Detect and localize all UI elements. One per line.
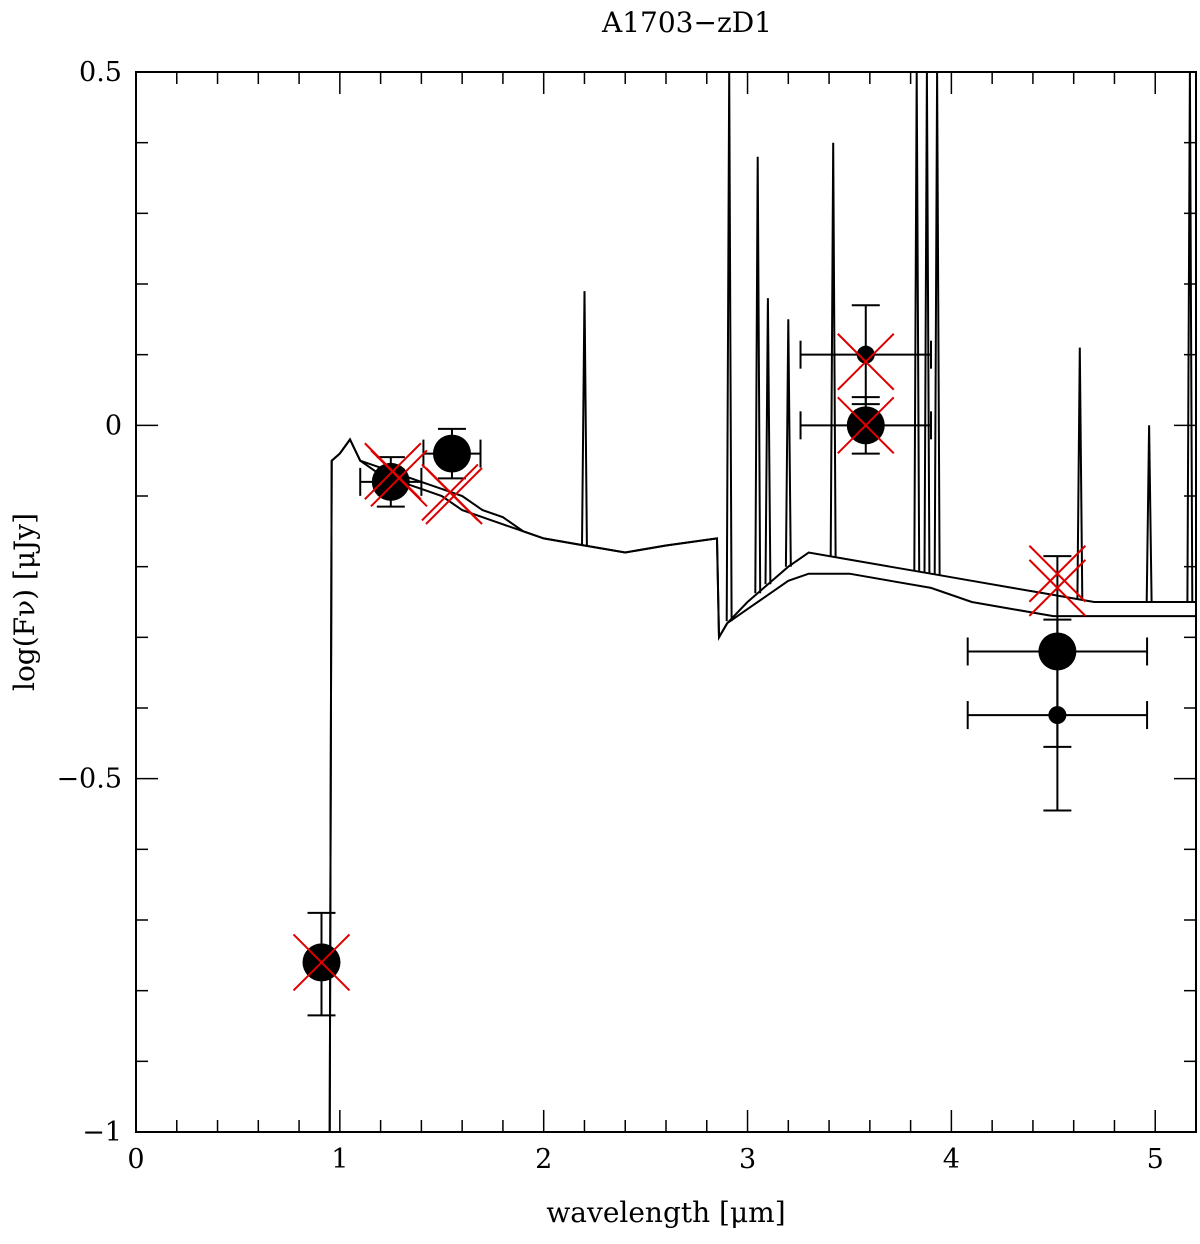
y-axis-label: log(Fν) [μJy] <box>8 513 41 691</box>
data-marker <box>1048 706 1067 725</box>
model-cross <box>1028 545 1087 603</box>
model-spectrum-line <box>328 437 1196 1132</box>
y-tick-label: 0 <box>105 410 122 441</box>
model-cross-stroke <box>1028 559 1087 617</box>
model-cross-stroke <box>837 333 895 391</box>
emission-line-spike <box>581 291 588 546</box>
y-tick-label: −0.5 <box>56 764 122 795</box>
model-cross <box>292 933 351 992</box>
spectrum-layer <box>328 72 1196 1132</box>
model-cross <box>837 396 895 455</box>
y-tick-label: 0.5 <box>79 57 122 88</box>
ticks-layer: 0 1 2 3 4 5 −1 −0.5 0 0.5 <box>56 57 1197 1175</box>
x-axis-label: wavelength [μm] <box>546 1196 785 1229</box>
emission-line-spike <box>1186 72 1194 603</box>
observed-point <box>359 456 423 508</box>
model-cross <box>425 467 483 525</box>
x-tick-label: 5 <box>1147 1144 1164 1175</box>
x-tick-label: 3 <box>739 1144 756 1175</box>
observed-point <box>422 427 482 480</box>
model-cross <box>1028 559 1087 617</box>
observed-point <box>799 304 932 406</box>
x-tick-label: 4 <box>943 1144 960 1175</box>
model-cross-stroke <box>292 933 351 992</box>
emission-line-spike <box>784 319 792 567</box>
model-cross-stroke <box>1028 545 1087 603</box>
chart-title: A1703−zD1 <box>601 6 772 39</box>
model-spectrum-line <box>328 437 1196 1132</box>
crosses-layer <box>292 333 1087 992</box>
emission-line-spike <box>725 72 733 622</box>
x-tick-label: 1 <box>331 1144 348 1175</box>
data-marker <box>856 345 875 364</box>
emission-line-spike <box>829 142 837 557</box>
model-cross-stroke <box>370 449 428 508</box>
y-tick-label: −1 <box>82 1117 122 1148</box>
x-tick-label: 0 <box>127 1144 144 1175</box>
data-marker <box>432 434 471 473</box>
x-tick-label: 2 <box>535 1144 552 1175</box>
points-layer <box>302 304 1149 1017</box>
emission-line-spike <box>764 298 772 585</box>
emission-line-spike <box>754 156 762 594</box>
model-cross <box>370 449 428 508</box>
emission-line-spike <box>913 72 921 572</box>
observed-point <box>302 911 341 1017</box>
model-cross-stroke <box>425 467 483 525</box>
plot-frame <box>135 71 1197 1133</box>
emission-line-spike <box>1076 347 1084 600</box>
observed-point <box>966 618 1149 812</box>
emission-line-spike <box>923 72 931 574</box>
model-cross-stroke <box>837 396 895 455</box>
model-cross <box>837 333 895 391</box>
emission-line-spike <box>1145 425 1153 603</box>
data-marker <box>371 462 410 501</box>
emission-line-spike <box>933 72 941 575</box>
